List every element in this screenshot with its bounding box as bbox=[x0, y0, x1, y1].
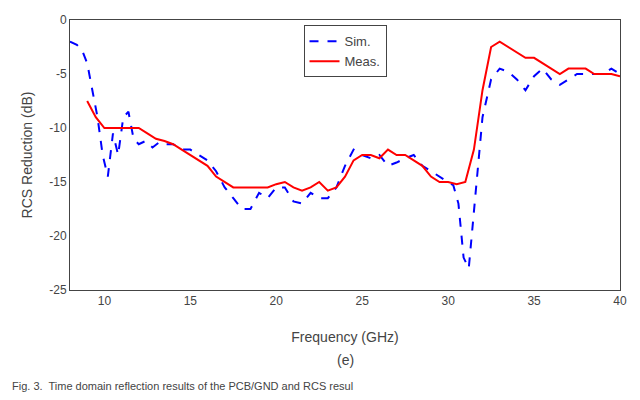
svg-text:Frequency (GHz): Frequency (GHz) bbox=[291, 329, 398, 345]
svg-text:-15: -15 bbox=[49, 175, 67, 189]
svg-text:30: 30 bbox=[441, 294, 455, 308]
svg-text:25: 25 bbox=[356, 294, 370, 308]
svg-text:(e): (e) bbox=[337, 352, 354, 368]
svg-text:-25: -25 bbox=[49, 283, 67, 297]
svg-text:20: 20 bbox=[270, 294, 284, 308]
svg-text:15: 15 bbox=[184, 294, 198, 308]
svg-text:10: 10 bbox=[98, 294, 112, 308]
svg-text:-20: -20 bbox=[49, 229, 67, 243]
svg-text:Fig. 3. Time domain reflectio: Fig. 3. Time domain reflection results o… bbox=[12, 380, 353, 392]
svg-text:-5: -5 bbox=[56, 67, 67, 81]
svg-text:Meas.: Meas. bbox=[345, 54, 380, 69]
svg-text:Sim.: Sim. bbox=[345, 34, 371, 49]
svg-text:0: 0 bbox=[60, 13, 67, 27]
svg-text:40: 40 bbox=[613, 294, 627, 308]
svg-text:-10: -10 bbox=[49, 121, 67, 135]
svg-text:RCS Reduction (dB): RCS Reduction (dB) bbox=[19, 92, 35, 219]
svg-text:35: 35 bbox=[527, 294, 541, 308]
